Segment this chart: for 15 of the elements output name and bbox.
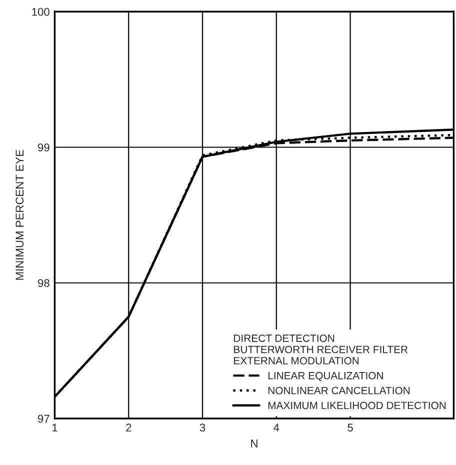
legend-label: MAXIMUM LIKELIHOOD DETECTION [268,402,446,410]
x-tick-label: 2 [126,424,132,432]
legend-label: LINEAR EQUALIZATION [268,372,383,382]
legend-label: NONLINEAR CANCELLATION [268,386,410,394]
x-tick-label: 5 [348,424,353,432]
x-tick-label: 3 [200,424,206,432]
y-tick-label: 99 [38,144,50,152]
x-axis-title: N [251,440,258,448]
x-tick-label: 4 [274,424,280,432]
y-tick-label: 97 [38,414,50,423]
y-axis-title: MINIMUM PERCENT EYE [16,150,24,280]
legend-title: DIRECT DETECTION BUTTERWORTH RECEIVER FILTER EXTERNAL MODULATION [234,334,408,364]
y-tick-label: 100 [32,8,50,16]
y-tick-label: 98 [38,279,50,288]
x-tick-label: 1 [52,424,58,432]
